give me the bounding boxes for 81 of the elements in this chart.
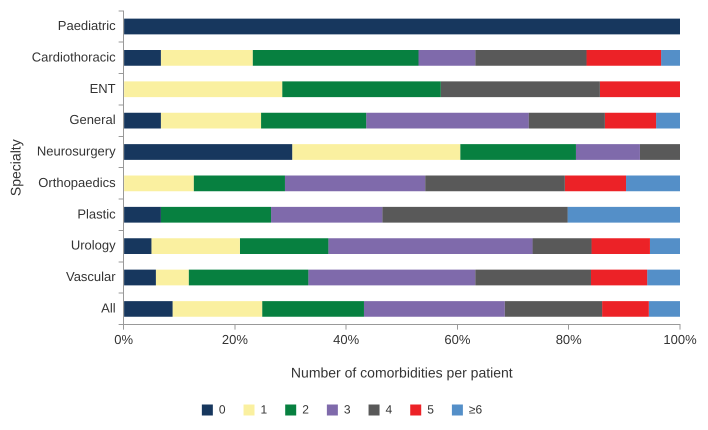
bar: [460, 144, 576, 160]
bar: [475, 50, 587, 66]
bar: [564, 176, 626, 192]
legend-label: 0: [218, 402, 226, 416]
y-tick-label: Cardiothoracic: [32, 49, 116, 64]
bar: [656, 112, 680, 128]
x-axis-title: Number of comorbidities per patient: [290, 364, 513, 380]
bar: [604, 112, 656, 128]
y-tick-label: Vascular: [66, 269, 116, 284]
bar: [440, 81, 600, 98]
bar: [364, 301, 505, 317]
bar: [576, 144, 640, 160]
bar: [647, 270, 680, 286]
bar: [282, 81, 441, 98]
y-tick-label: General: [69, 112, 116, 128]
bar: [528, 112, 605, 128]
x-tick-label: 20%: [222, 332, 248, 347]
x-tick-label: 40%: [333, 332, 360, 347]
bar: [328, 238, 533, 254]
bar: [366, 112, 529, 128]
y-axis-title: Specialty: [7, 139, 24, 196]
y-tick-label: Paediatric: [58, 18, 116, 34]
x-tick-label: 0%: [114, 332, 134, 347]
bar: [124, 81, 282, 98]
bar: [124, 206, 161, 223]
bar: [124, 18, 680, 34]
bar: [194, 176, 285, 192]
bar: [504, 301, 602, 317]
bar: [475, 270, 591, 286]
bar: [586, 50, 662, 66]
bar: [418, 50, 476, 66]
y-tick-label: Plastic: [77, 206, 116, 222]
bar: [626, 176, 680, 192]
bar: [568, 206, 680, 223]
legend-label: 2: [302, 402, 310, 416]
x-tick-label: 80%: [556, 332, 582, 347]
x-tick-label: 100%: [663, 332, 698, 347]
bar: [160, 206, 272, 223]
bar: [124, 270, 156, 286]
bar: [151, 238, 240, 254]
legend-label: 5: [427, 402, 434, 416]
y-tick-label: ENT: [90, 80, 116, 96]
bar: [124, 144, 292, 160]
bar: [602, 301, 649, 317]
bar: [156, 270, 189, 286]
bar: [261, 112, 366, 128]
bar: [124, 112, 161, 128]
bar: [308, 270, 476, 286]
bar: [240, 238, 328, 254]
y-tick-label: Urology: [70, 238, 116, 253]
bar: [124, 50, 161, 66]
bar: [592, 238, 650, 254]
bar: [661, 50, 680, 66]
bar: [160, 50, 253, 66]
bar: [124, 176, 194, 192]
bar: [271, 206, 382, 223]
bar: [160, 112, 262, 128]
bar: [650, 238, 680, 254]
bar: [648, 301, 680, 317]
legend-label: 1: [260, 402, 268, 416]
bar: [124, 301, 173, 317]
legend-label: 4: [386, 402, 393, 416]
bar: [600, 81, 680, 98]
bar: [292, 144, 460, 160]
bar: [382, 206, 568, 223]
bar: [640, 144, 680, 160]
y-tick-label: Orthopaedics: [38, 174, 116, 190]
bar: [188, 270, 308, 286]
bar: [425, 176, 565, 192]
bar: [532, 238, 592, 254]
bar: [590, 270, 648, 286]
bar: [284, 176, 426, 192]
y-tick-label: Neurosurgery: [36, 144, 116, 159]
bar: [172, 301, 262, 317]
legend-label: 3: [344, 402, 351, 416]
bar: [252, 50, 418, 66]
bar: [262, 301, 364, 317]
legend-label: ≥6: [468, 402, 482, 416]
bar: [124, 238, 152, 254]
x-tick-label: 60%: [444, 332, 471, 347]
y-tick-label: All: [101, 300, 116, 316]
